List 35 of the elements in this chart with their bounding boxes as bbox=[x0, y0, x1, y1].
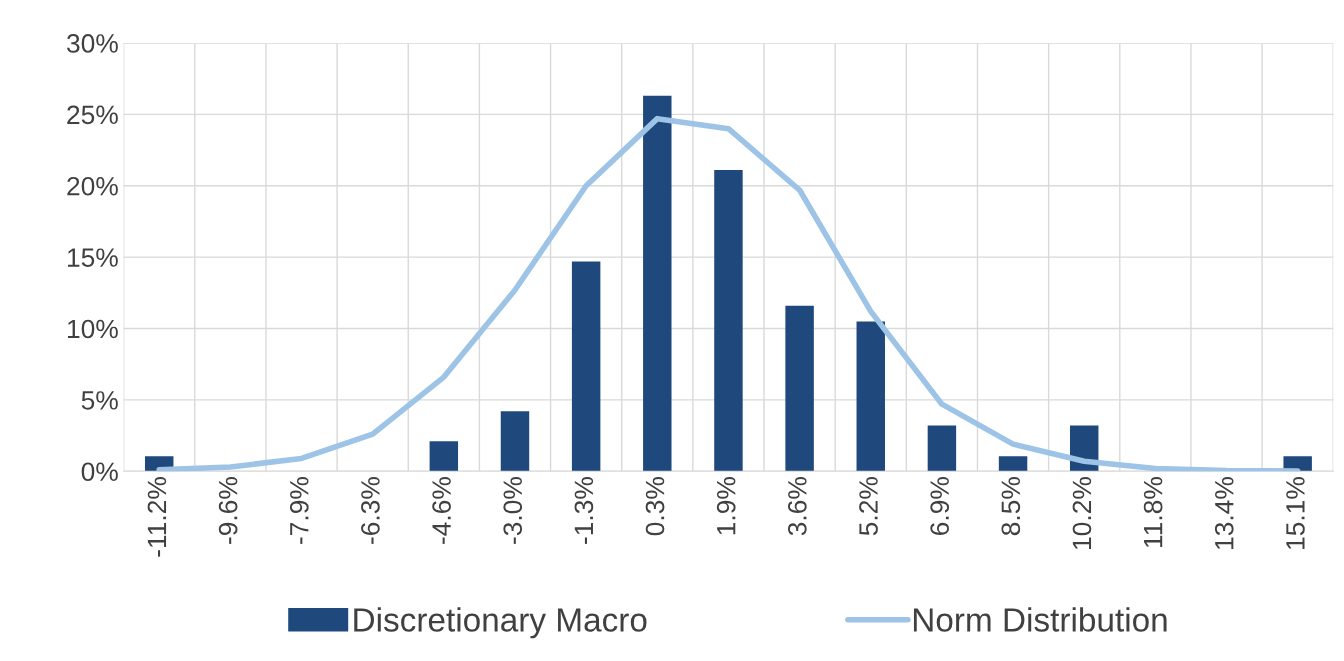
x-tick-label: 5.2% bbox=[859, 477, 878, 536]
bar bbox=[927, 425, 957, 472]
x-tick-label: 15.1% bbox=[1286, 477, 1305, 549]
x-tick-label: -4.6% bbox=[432, 477, 451, 544]
bar bbox=[714, 170, 743, 472]
x-tick-label: 6.9% bbox=[930, 477, 949, 535]
x-tick-label: 13.4% bbox=[1214, 477, 1234, 549]
y-tick-label: 25% bbox=[67, 105, 118, 125]
y-tick-label: 15% bbox=[67, 248, 118, 267]
y-tick-label: 10% bbox=[67, 319, 118, 339]
x-tick-label: -7.9% bbox=[289, 477, 309, 544]
y-tick-label: 5% bbox=[81, 391, 118, 410]
y-tick-label: 0% bbox=[81, 462, 118, 482]
x-tick-label: -6.3% bbox=[361, 477, 380, 544]
x-tick-label: 1.9% bbox=[716, 477, 736, 535]
x-tick-label: 3.6% bbox=[788, 477, 807, 536]
bar bbox=[785, 305, 814, 472]
x-tick-label: -1.3% bbox=[574, 477, 594, 544]
y-tick-label: 20% bbox=[67, 176, 118, 196]
x-tick-label: -9.6% bbox=[218, 477, 238, 544]
x-tick-label: 10.2% bbox=[1072, 477, 1092, 549]
x-tick-label: 8.5% bbox=[1001, 477, 1021, 536]
y-tick-label: 30% bbox=[66, 34, 118, 53]
bar bbox=[429, 441, 459, 472]
bar bbox=[571, 261, 601, 472]
bar bbox=[500, 411, 530, 472]
bar bbox=[998, 456, 1028, 472]
legend-label: Norm Distribution bbox=[913, 607, 1167, 632]
x-tick-label: 0.3% bbox=[645, 477, 665, 536]
bar bbox=[856, 321, 885, 472]
x-tick-label: -11.2% bbox=[147, 477, 167, 557]
x-tick-label: 11.8% bbox=[1143, 477, 1163, 548]
legend-label: Discretionary Macro bbox=[354, 607, 647, 639]
x-tick-label: -3.0% bbox=[503, 477, 523, 544]
bar bbox=[643, 95, 672, 472]
